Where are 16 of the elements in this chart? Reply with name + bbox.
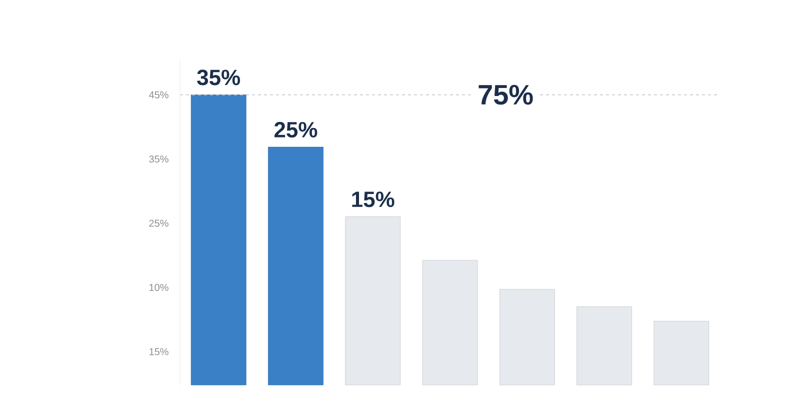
bar xyxy=(345,216,401,386)
text: 15% xyxy=(150,348,168,356)
annotation: 25% xyxy=(274,122,318,138)
text: 10% xyxy=(150,284,168,291)
bar xyxy=(190,94,246,386)
text: 45% xyxy=(148,91,168,98)
annotation: 75% xyxy=(478,84,533,105)
bar xyxy=(654,320,710,386)
bar xyxy=(499,289,555,386)
text: 25% xyxy=(149,220,168,227)
text: 35% xyxy=(197,70,240,86)
bar xyxy=(268,146,324,386)
annotation: 15% xyxy=(352,192,394,208)
bar xyxy=(576,306,632,386)
text: 35% xyxy=(149,155,168,163)
bar xyxy=(422,260,478,386)
